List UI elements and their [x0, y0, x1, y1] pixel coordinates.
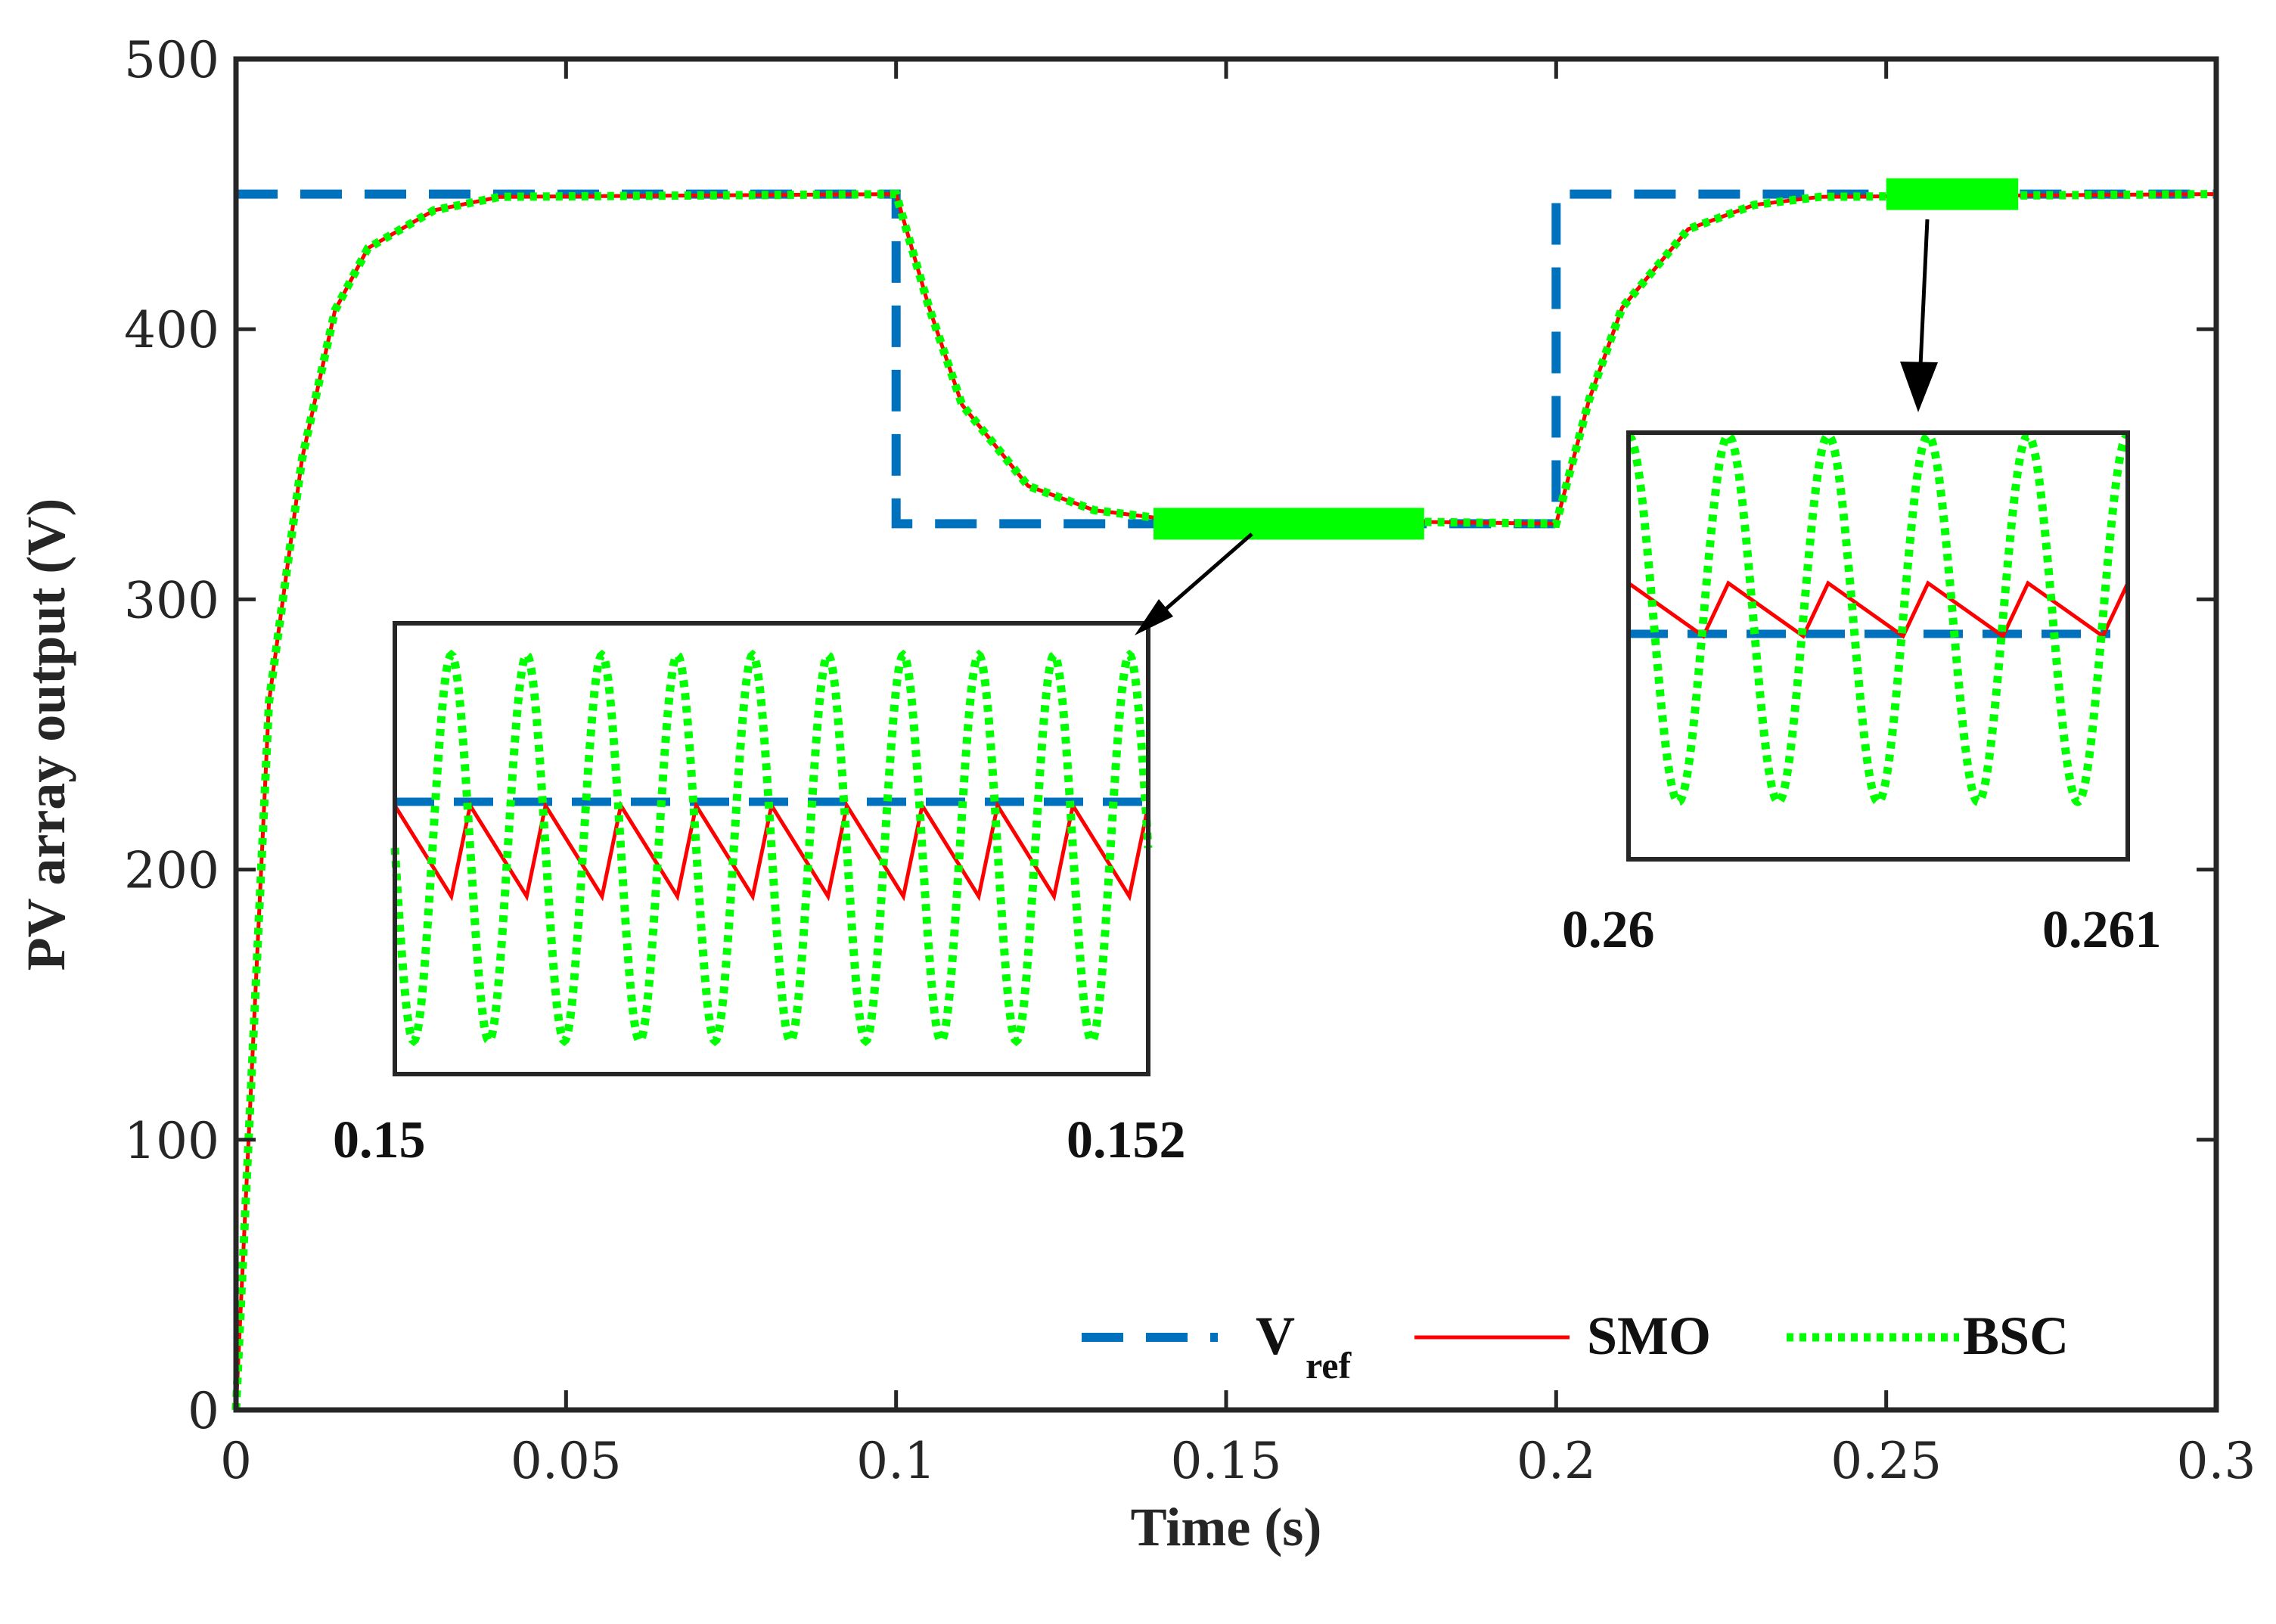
legend-label-smo: SMO [1587, 1306, 1711, 1366]
y-tick-label-4: 400 [124, 301, 219, 359]
x-axis-label: Time (s) [1131, 1497, 1322, 1557]
x-tick-label-3: 0.15 [1171, 1432, 1282, 1490]
legend-label-bsc: BSC [1963, 1306, 2069, 1366]
inset-left-frame [393, 621, 1150, 1076]
inset-left: 0.15 0.152 [333, 621, 1186, 1169]
y-tick-label-2: 200 [124, 842, 219, 900]
legend: V ref SMO BSC [1082, 1306, 2069, 1386]
inset-right-smo-line [1627, 580, 2130, 639]
arrow-right-head [1900, 362, 1938, 412]
inset-right-end-label: 0.261 [2042, 901, 2162, 959]
inset-right-frame [1626, 430, 2130, 862]
x-axis-ticks: 0 0.05 0.1 0.15 0.2 0.25 0.3 [220, 59, 2256, 1490]
inset-left-end-label: 0.152 [1067, 1111, 1186, 1169]
zoom-arrows [1135, 219, 1938, 635]
arrow-left-shaft [1156, 533, 1253, 618]
x-tick-label-1: 0.05 [511, 1432, 622, 1490]
y-tick-label-0: 0 [188, 1382, 219, 1440]
y-axis-ticks: 0 100 200 300 400 500 [124, 31, 2216, 1440]
y-tick-label-5: 500 [124, 31, 219, 89]
series-line-bsc [231, 190, 2217, 1411]
arrow-left-head [1135, 599, 1173, 635]
x-tick-label-4: 0.2 [1517, 1432, 1596, 1490]
arrow-right-shaft [1917, 219, 1930, 383]
x-tick-label-2: 0.1 [856, 1432, 936, 1490]
legend-label-vref: V [1256, 1306, 1295, 1366]
x-tick-label-5: 0.25 [1830, 1432, 1942, 1490]
inset-left-start-label: 0.15 [333, 1111, 426, 1169]
y-tick-label-3: 300 [124, 571, 219, 629]
inset-right: 0.26 0.261 [1562, 430, 2162, 959]
legend-label-vref-sub: ref [1306, 1344, 1352, 1386]
x-tick-label-6: 0.3 [2177, 1432, 2256, 1490]
y-axis-label: PV array output (V) [16, 498, 76, 971]
y-tick-label-1: 100 [124, 1112, 219, 1170]
inset-left-bsc-line [390, 649, 1153, 1047]
inset-right-start-label: 0.26 [1562, 901, 1655, 959]
main-plot-area [231, 178, 2217, 1411]
x-tick-label-0: 0 [220, 1432, 252, 1490]
